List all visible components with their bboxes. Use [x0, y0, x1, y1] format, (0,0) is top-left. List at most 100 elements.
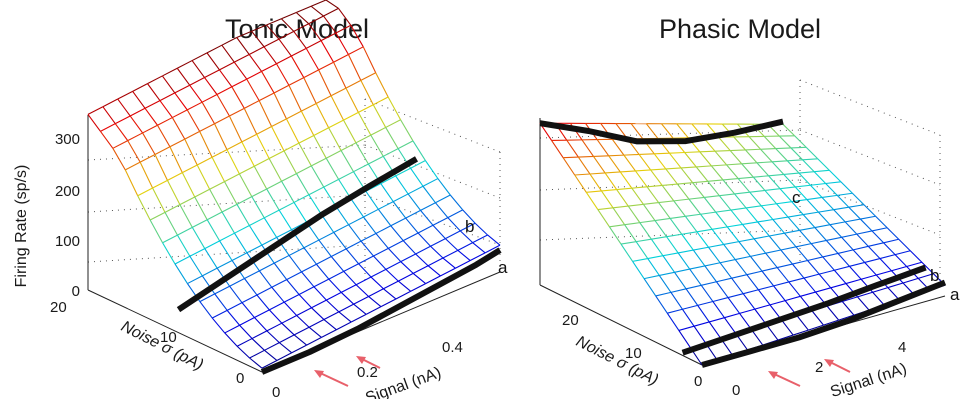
mesh-line: [563, 156, 579, 159]
mesh-line: [474, 222, 488, 236]
mesh-line: [921, 261, 934, 275]
mesh-line: [856, 233, 869, 247]
mesh-line: [833, 209, 846, 223]
mesh-line: [288, 85, 302, 112]
mesh-line: [422, 178, 439, 187]
mesh-line: [886, 227, 900, 240]
mesh-line: [821, 194, 838, 199]
mesh-line: [336, 321, 352, 331]
mesh-line: [318, 231, 334, 241]
mesh-line: [783, 174, 796, 188]
mesh-line: [239, 317, 255, 326]
mesh-line: [279, 334, 295, 344]
mesh-line: [258, 92, 275, 102]
mesh-line: [397, 140, 414, 150]
mesh-line: [738, 241, 751, 257]
mesh-line: [335, 24, 352, 34]
mesh-line: [684, 152, 697, 168]
mesh-line: [834, 265, 850, 271]
mesh-line: [704, 265, 717, 283]
mesh-line: [340, 150, 354, 172]
mesh-line: [330, 95, 345, 121]
mesh-line: [635, 241, 649, 259]
mesh-line: [288, 255, 302, 273]
mesh-line: [608, 226, 622, 245]
mesh-line: [669, 218, 683, 235]
mesh-line: [712, 226, 728, 230]
mesh-line: [291, 344, 307, 354]
mesh-line: [788, 281, 801, 297]
phasic-arrow-head: [824, 359, 834, 367]
mesh-line: [281, 315, 297, 324]
mesh-line: [246, 78, 260, 101]
mesh-line: [707, 180, 720, 197]
phasic-y-tick: 10: [625, 345, 642, 362]
mesh-line: [273, 254, 290, 264]
mesh-line: [757, 221, 770, 237]
mesh-line: [734, 259, 748, 275]
mesh-line: [765, 252, 778, 268]
mesh-line: [211, 157, 226, 182]
mesh-line: [251, 338, 265, 351]
mesh-line: [251, 24, 267, 32]
mesh-line: [828, 169, 842, 183]
mesh-line: [654, 220, 668, 238]
mesh-line: [745, 207, 759, 223]
mesh-line: [669, 152, 682, 169]
mesh-line: [696, 228, 713, 233]
mesh-line: [840, 181, 853, 194]
mesh-line: [735, 255, 751, 261]
mesh-line: [857, 296, 870, 311]
mesh-line: [674, 271, 687, 290]
mesh-line: [280, 18, 295, 32]
mesh-line: [646, 184, 663, 188]
mesh-line: [726, 163, 742, 166]
mesh-line: [753, 175, 769, 178]
mesh-line: [212, 309, 228, 319]
mesh-line: [199, 301, 213, 319]
mesh-line: [628, 203, 644, 207]
mesh-line: [825, 183, 838, 196]
mesh-line: [258, 270, 273, 288]
mesh-line: [776, 203, 789, 218]
mesh-line: [432, 224, 446, 239]
mesh-line: [795, 246, 809, 261]
mesh-line: [726, 164, 739, 179]
mesh-line: [340, 292, 355, 305]
mesh-line: [380, 183, 394, 202]
mesh-line: [803, 211, 819, 216]
mesh-line: [204, 69, 220, 79]
mesh-line: [271, 126, 285, 152]
mesh-line: [169, 138, 186, 148]
mesh-line: [209, 189, 223, 213]
mesh-line: [883, 238, 899, 244]
mesh-line: [589, 172, 606, 175]
mesh-line: [293, 194, 310, 203]
mesh-line: [191, 227, 206, 249]
mesh-line: [693, 325, 707, 344]
mesh-line: [112, 140, 128, 149]
mesh-line: [392, 193, 409, 203]
mesh-line: [206, 44, 223, 54]
mesh-line: [860, 274, 877, 280]
mesh-line: [455, 260, 471, 269]
phasic-y-label: Noise σ (pA): [573, 333, 661, 389]
phasic-curve-label-b: b: [930, 266, 939, 285]
mesh-line: [281, 173, 297, 182]
tonic-curves: [176, 156, 502, 375]
mesh-line: [655, 295, 668, 314]
mesh-line: [708, 243, 724, 248]
mesh-line: [651, 236, 667, 240]
mesh-line: [867, 245, 881, 259]
mesh-line: [251, 330, 268, 340]
mesh-line: [373, 255, 387, 270]
mesh-line: [311, 299, 327, 309]
mesh-line: [308, 194, 322, 215]
mesh-line: [295, 173, 310, 196]
mesh-line: [769, 232, 785, 237]
mesh-line: [646, 186, 660, 203]
mesh-line: [345, 87, 359, 113]
mesh-line: [234, 53, 250, 63]
tonic-panel: Tonic Model 0 100 200 300 20 10: [13, 0, 508, 399]
mesh-line: [688, 198, 701, 215]
